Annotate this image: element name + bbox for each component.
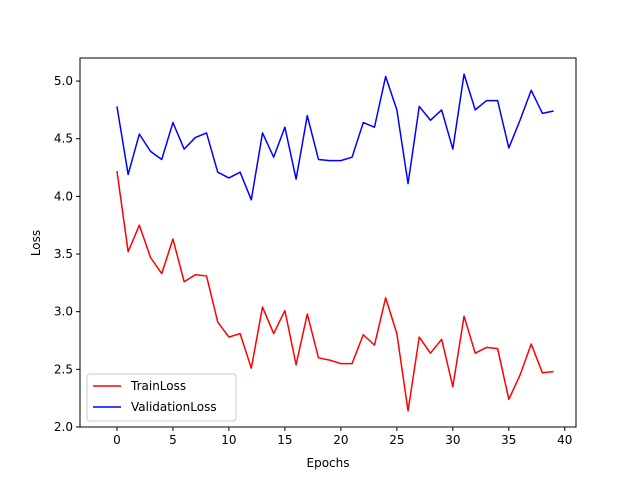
- y-tick-label: 3.5: [54, 247, 73, 261]
- series-layer: [116, 73, 554, 412]
- x-tick-label: 15: [277, 433, 292, 447]
- x-tick-label: 5: [169, 433, 177, 447]
- x-tick-label: 40: [557, 433, 572, 447]
- legend-label-trainloss: TrainLoss: [130, 379, 186, 393]
- x-tick-label: 0: [113, 433, 121, 447]
- series-line-validationloss: [116, 73, 554, 201]
- x-axis-label: Epochs: [307, 456, 350, 470]
- legend-label-validationloss: ValidationLoss: [131, 400, 217, 414]
- y-tick-label: 3.0: [54, 305, 73, 319]
- y-tick-label: 2.0: [54, 420, 73, 434]
- y-tick-label: 5.0: [54, 74, 73, 88]
- y-tick-label: 2.5: [54, 362, 73, 376]
- y-tick-label: 4.0: [54, 189, 73, 203]
- plot-frame: [79, 57, 577, 428]
- y-axis-label: Loss: [29, 230, 43, 256]
- x-tick-label: 10: [221, 433, 236, 447]
- legend-box: [86, 373, 237, 422]
- x-tick-label: 20: [333, 433, 348, 447]
- y-tick-label: 4.5: [54, 132, 73, 146]
- x-tick-label: 25: [389, 433, 404, 447]
- x-tick-label: 30: [445, 433, 460, 447]
- series-line-trainloss: [116, 170, 554, 412]
- x-tick-label: 35: [501, 433, 516, 447]
- x-axis-ticks: 0 5 10 15 20 25 30 35 40: [113, 427, 572, 447]
- y-axis-ticks: 2.0 2.5 3.0 3.5 4.0 4.5 5.0: [54, 74, 80, 434]
- legend: TrainLoss ValidationLoss: [86, 373, 237, 422]
